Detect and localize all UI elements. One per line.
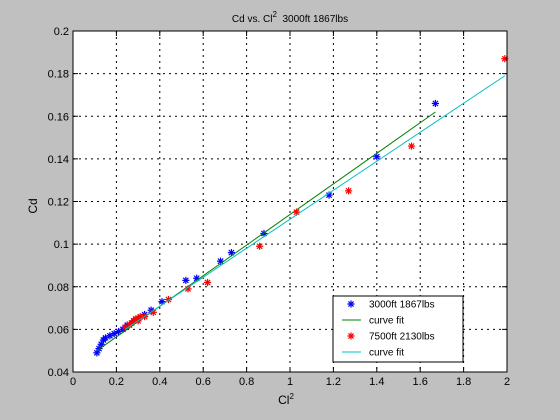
x-tick-label: 1.8 [456, 376, 471, 388]
y-tick-label: 0.16 [48, 111, 69, 123]
y-tick-label: 0.14 [48, 154, 69, 166]
legend-label: curve fit [369, 348, 404, 359]
y-tick-label: 0.12 [48, 197, 69, 209]
x-tick-label: 0 [70, 376, 76, 388]
series-2-point [149, 308, 157, 316]
series-0-point [431, 99, 439, 108]
y-tick-label: 0.18 [48, 69, 69, 81]
y-axis-title: Cd [26, 198, 40, 213]
legend-label: 3000ft 1867lbs [369, 300, 435, 311]
x-tick-label: 0.2 [109, 376, 124, 388]
x-tick-label: 1.6 [413, 376, 428, 388]
legend-label: curve fit [369, 316, 404, 327]
legend: 3000ft 1867lbs curve fit 7500ft 2130lbs cur… [332, 295, 464, 363]
series-2-point [344, 187, 353, 195]
chart-title-main: Cd vs. Cl [232, 14, 273, 25]
legend-entries: 3000ft 1867lbs curve fit 7500ft 2130lbs cur… [342, 300, 435, 359]
chart-title-rest: 3000ft 1867lbs [277, 14, 348, 25]
series-layer [93, 55, 509, 357]
grid-lines [73, 31, 507, 372]
series-0-point [227, 249, 236, 257]
x-tick-label: 0.6 [196, 376, 211, 388]
x-tick-label: 0.8 [239, 376, 254, 388]
series-3-fit-line [124, 75, 506, 330]
series-2-point [256, 242, 264, 250]
x-axis-title-base: Cl [278, 393, 289, 407]
series-0-point [182, 276, 190, 284]
x-tick-label: 0.4 [152, 376, 167, 388]
x-tick-label: 1 [287, 376, 293, 388]
legend-box [332, 295, 464, 363]
legend-label: 7500ft 2130lbs [369, 332, 435, 343]
x-tick-label: 1.4 [369, 376, 384, 388]
y-tick-label: 0.2 [54, 26, 69, 38]
y-tick-label: 0.06 [48, 324, 69, 336]
x-axis-title: Cl2 [278, 392, 294, 407]
legend-marker-swatch [347, 300, 355, 308]
y-tick-label: 0.04 [48, 367, 69, 379]
x-tick-label: 1.2 [326, 376, 341, 388]
y-tick-label: 0.08 [48, 282, 69, 294]
chart-title-superscript: 2 [272, 10, 277, 19]
y-tick-label: 0.1 [54, 239, 69, 251]
x-axis-title-superscript: 2 [289, 392, 294, 401]
legend-marker-swatch [347, 332, 355, 340]
chart-title: Cd vs. Cl2 3000ft 1867lbs [232, 10, 348, 25]
x-tick-label: 2 [504, 376, 510, 388]
axis-ticks: 0 0.2 0.4 0.6 0.8 1 1.2 1.4 1.6 1.8 2 0.04 0.06 0.08 0… [48, 26, 510, 388]
series-2-point [203, 278, 212, 287]
series-2-point [407, 142, 416, 150]
